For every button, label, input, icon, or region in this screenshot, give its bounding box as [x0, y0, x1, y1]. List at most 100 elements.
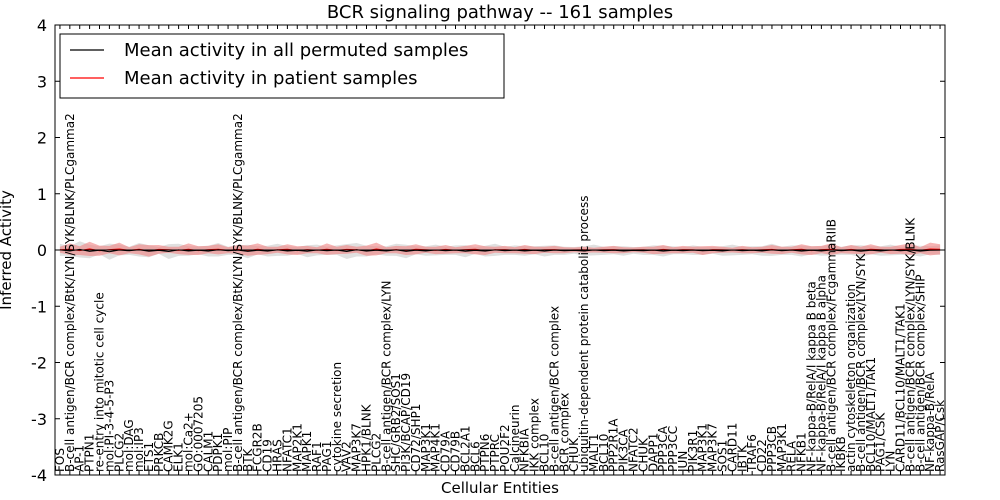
- x-tick-label: SOS1: [716, 440, 730, 472]
- x-tick-label: LYN: [884, 451, 898, 472]
- x-tick-label: PRKCB: [152, 433, 166, 472]
- x-tick-label: mol:PIP: [221, 428, 235, 472]
- x-tick-label: ubiquitin-dependent protein catabolic pr…: [577, 196, 591, 472]
- x-tick-label: HPK1/BLNK: [360, 403, 374, 472]
- x-tick-label: VAV2: [340, 441, 354, 472]
- x-tick-label: CALM1: [201, 431, 215, 472]
- x-tick-label: ELK1: [172, 442, 186, 472]
- x-tick-label: CARD11: [725, 423, 739, 472]
- x-tick-label: RAF1: [310, 441, 324, 472]
- x-tick-label: MAP3K1: [696, 423, 710, 472]
- x-tick-label: PTPN1: [83, 434, 97, 472]
- x-axis-title: Cellular Entities: [441, 479, 559, 497]
- x-tick-label: RELA: [785, 440, 799, 472]
- x-tick-label: HRAS: [271, 439, 285, 472]
- x-tick-label: TRAF6: [745, 434, 759, 473]
- x-tick-label: SHC/GRB2/SOS1: [389, 373, 403, 472]
- y-tick-label: -2: [31, 354, 47, 373]
- x-tick-label: CD79A: [439, 430, 453, 472]
- x-tick-label: PPP3CC: [666, 426, 680, 472]
- x-tick-label: BTK: [241, 447, 255, 472]
- x-tick-label: PPP3CA: [656, 425, 670, 472]
- x-tick-label: MAP3K7: [350, 423, 364, 472]
- x-tick-label: NFKBIA: [518, 427, 532, 472]
- x-tick-label: BCL2A1: [458, 425, 472, 472]
- x-tick-label: cytokine secretion: [330, 362, 344, 472]
- x-tick-label: IBTK: [735, 444, 749, 472]
- y-axis-title: Inferred Activity: [0, 190, 15, 310]
- x-tick-label: BCL6: [468, 441, 482, 472]
- x-tick-label: MAP3K1: [419, 423, 433, 472]
- legend-label-patient: Mean activity in patient samples: [124, 68, 418, 89]
- x-tick-label: CD19: [261, 439, 275, 472]
- x-tick-label: mol:Ca2+: [182, 412, 196, 472]
- x-tick-label: B-cell antigen/BCR complex/SHIP: [913, 274, 927, 472]
- x-tick-label: FOS: [53, 448, 67, 472]
- x-tick-label: POU2F2: [498, 424, 512, 472]
- x-tick-label: PIK3CA: [617, 428, 631, 472]
- x-tick-label: CD72/SHP1: [409, 404, 423, 472]
- x-tick-label: mol:DAG: [122, 419, 136, 472]
- x-tick-label: PAG1: [320, 441, 334, 472]
- x-tick-label: IKK complex: [528, 398, 542, 472]
- x-tick-label: BCR complex: [557, 393, 571, 472]
- x-tick-label: B-cell antigen/BCR complex/BtK/LYN/SYK/B…: [63, 113, 77, 472]
- x-tick-label: PPP3CB: [765, 426, 779, 472]
- x-tick-label: CARD11/BCL10/MALT1/TAK1: [894, 303, 908, 472]
- x-tick-label: PDPK1: [211, 433, 225, 472]
- y-tick-label: -4: [31, 466, 47, 485]
- x-tick-label: PI3K/BCAP/CD19: [399, 373, 413, 472]
- x-tick-label: GO:0007205: [191, 396, 205, 472]
- x-tick-label: MAP2K1: [290, 423, 304, 472]
- x-tick-label: B-cell antigen/BCR complex: [547, 306, 561, 472]
- x-tick-label: B-cell antigen/BCR complex/LYN: [379, 280, 393, 472]
- x-tick-label: B-cell antigen/BCR complex/FcgammaRIIB: [824, 219, 838, 472]
- x-tick-label: re-entry into mitotic cell cycle: [93, 292, 107, 472]
- x-tick-label: actin cytoskeleton organization: [844, 284, 858, 472]
- x-tick-label: B-cell antigen/BCR complex/LYN/SYK: [854, 252, 868, 472]
- x-tick-label: CD79B: [449, 431, 463, 472]
- y-tick-label: -1: [31, 297, 47, 316]
- x-tick-label: CHUK: [636, 437, 650, 472]
- legend: Mean activity in all permuted samples Me…: [59, 33, 505, 99]
- x-tick-label: MAP3K1: [775, 423, 789, 472]
- x-tick-label: NFATC1: [280, 427, 294, 472]
- x-tick-label: DAPP1: [646, 433, 660, 472]
- x-tick-label: mol:IP3: [132, 427, 146, 472]
- x-tick-label: NF-kappa-B/RelA/I kappa B beta: [805, 281, 819, 472]
- x-tick-label: ETS1: [142, 442, 156, 472]
- x-tick-label: BCL10/MALT1/TAK1: [864, 357, 878, 472]
- y-tick-label: 3: [37, 72, 47, 91]
- y-tick-label: 2: [37, 129, 47, 148]
- x-tick-label: PPP2R1A: [607, 418, 621, 472]
- x-tick-label: NFATC2: [627, 427, 641, 472]
- x-tick-label: PTPN6: [478, 434, 492, 472]
- legend-box: [59, 33, 505, 99]
- x-tick-label: MALT1: [587, 433, 601, 472]
- x-tick-label: PTPRC: [488, 434, 502, 472]
- x-tick-label: JUN: [676, 451, 690, 473]
- x-tick-label: B-cell antigen/BCR complex/BtK/LYN/SYK/B…: [231, 113, 245, 472]
- x-tick-label: CAMK2G: [162, 420, 176, 472]
- x-tick-label: MAP3K7: [706, 423, 720, 472]
- x-tick-label: CHUK: [567, 437, 581, 472]
- legend-label-permuted: Mean activity in all permuted samples: [124, 40, 468, 61]
- x-tick-label: PLCG2: [369, 433, 383, 472]
- y-tick-label: 1: [37, 185, 47, 204]
- x-tick-label: NFKB1: [795, 432, 809, 472]
- chart-title: BCR signaling pathway -- 161 samples: [327, 2, 673, 23]
- y-tick-label: 4: [37, 16, 47, 35]
- x-tick-label: IKBKB: [834, 436, 848, 472]
- x-tick-label: AP-1: [73, 445, 87, 472]
- x-tick-label: PLCG2: [112, 433, 126, 472]
- x-tick-label: Calcineurin: [508, 405, 522, 472]
- y-tick-label: -3: [31, 410, 47, 429]
- x-tick-label: NF-kappa-B/RelA/I kappa B alpha: [814, 275, 828, 472]
- x-tick-label: FCGR2B: [251, 423, 265, 472]
- x-tick-label: PIK3R1: [686, 430, 700, 472]
- axes: -4 -3 -2 -1 0 1 2 3 4: [31, 16, 946, 485]
- x-tick-label: MAP4K1: [429, 423, 443, 472]
- x-tick-label: MAPK1: [300, 431, 314, 472]
